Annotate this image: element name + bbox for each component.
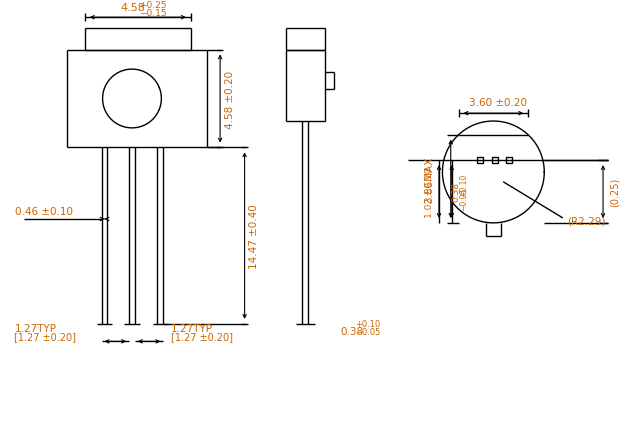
- Text: 3.86MAX: 3.86MAX: [424, 156, 434, 202]
- Text: 1.27TYP: 1.27TYP: [15, 323, 56, 333]
- Text: 1.02 ±0.10: 1.02 ±0.10: [425, 167, 434, 217]
- Bar: [506, 158, 512, 164]
- Text: 1.27TYP: 1.27TYP: [171, 323, 213, 333]
- Text: 4.58 ±0.20: 4.58 ±0.20: [225, 70, 235, 128]
- Text: +0.25: +0.25: [139, 1, 166, 10]
- Text: (R2.29): (R2.29): [567, 216, 605, 226]
- Text: −0.05: −0.05: [459, 187, 468, 210]
- Text: 0.46 ±0.10: 0.46 ±0.10: [15, 207, 73, 216]
- Text: 0.38: 0.38: [340, 326, 363, 336]
- Text: −0.05: −0.05: [355, 327, 381, 336]
- Bar: [477, 158, 483, 164]
- Text: +0.10: +0.10: [355, 320, 381, 328]
- Text: +0.10: +0.10: [459, 174, 468, 197]
- Text: −0.15: −0.15: [138, 9, 167, 18]
- Text: (0.25): (0.25): [610, 178, 620, 207]
- Text: 4.58: 4.58: [121, 3, 146, 13]
- Text: [1.27 ±0.20]: [1.27 ±0.20]: [171, 332, 233, 342]
- Text: 0.38: 0.38: [451, 181, 460, 201]
- Text: 14.47 ±0.40: 14.47 ±0.40: [249, 204, 260, 268]
- Bar: [492, 158, 498, 164]
- Text: 3.60 ±0.20: 3.60 ±0.20: [469, 98, 528, 108]
- Text: [1.27 ±0.20]: [1.27 ±0.20]: [15, 332, 76, 342]
